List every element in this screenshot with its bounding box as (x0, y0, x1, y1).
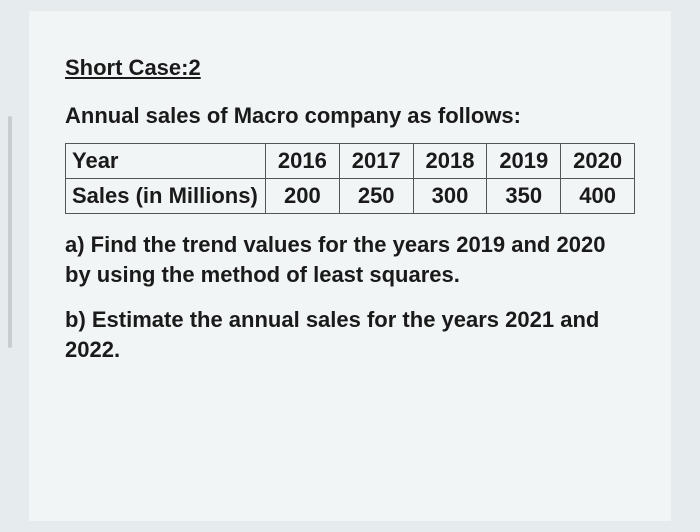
question-b: b) Estimate the annual sales for the yea… (65, 305, 635, 364)
sales-cell: 300 (413, 179, 487, 214)
sales-cell: 350 (487, 179, 561, 214)
year-cell: 2017 (339, 144, 413, 179)
intro-text: Annual sales of Macro company as follows… (65, 103, 635, 129)
table-row: Sales (in Millions) 200 250 300 350 400 (66, 179, 635, 214)
year-cell: 2016 (266, 144, 340, 179)
year-cell: 2019 (487, 144, 561, 179)
year-cell: 2020 (561, 144, 635, 179)
table-row: Year 2016 2017 2018 2019 2020 (66, 144, 635, 179)
data-table: Year 2016 2017 2018 2019 2020 Sales (in … (65, 143, 635, 214)
content-card: Short Case:2 Annual sales of Macro compa… (28, 10, 672, 522)
question-a: a) Find the trend values for the years 2… (65, 230, 635, 289)
row-label-year: Year (66, 144, 266, 179)
scroll-indicator (8, 116, 12, 348)
row-label-sales: Sales (in Millions) (66, 179, 266, 214)
year-cell: 2018 (413, 144, 487, 179)
case-title: Short Case:2 (65, 55, 635, 81)
page: Short Case:2 Annual sales of Macro compa… (0, 0, 700, 532)
sales-cell: 200 (266, 179, 340, 214)
sales-cell: 400 (561, 179, 635, 214)
sales-cell: 250 (339, 179, 413, 214)
